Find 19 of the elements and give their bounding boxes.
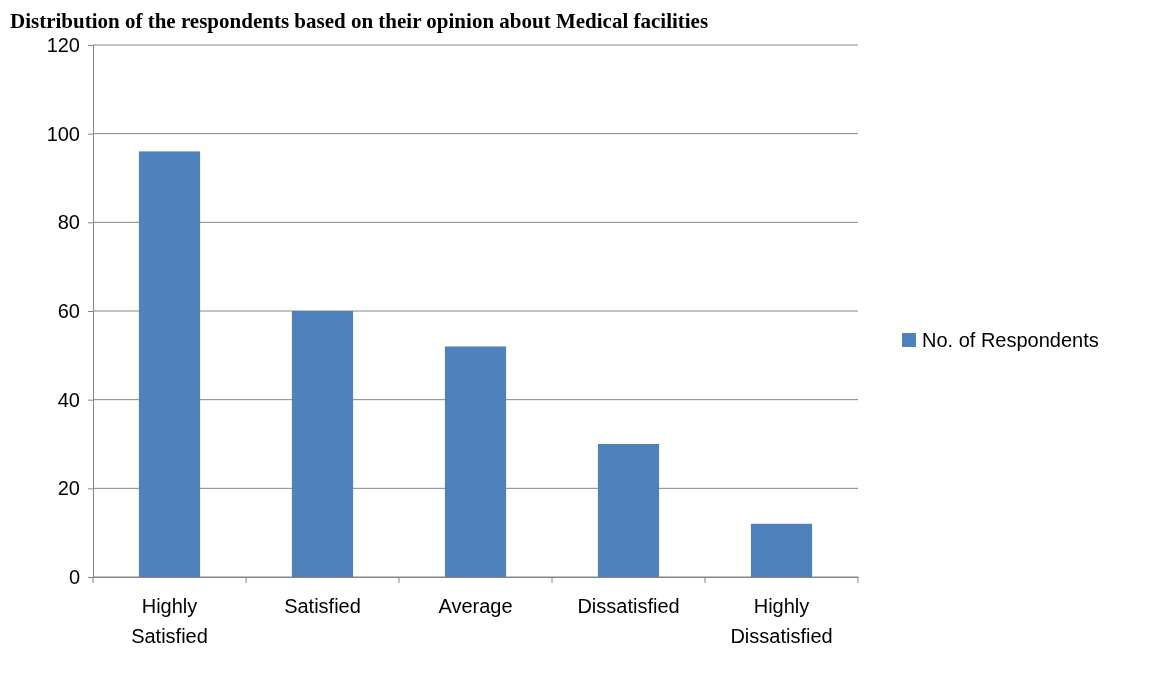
bar: [597, 444, 660, 577]
y-tick-label: 100: [46, 122, 80, 145]
x-tick-label: Satisfied: [284, 595, 361, 618]
y-tick-label: 60: [57, 299, 80, 322]
x-tick-label: Dissatisfied: [577, 595, 680, 618]
chart-title: Distribution of the respondents based on their opinion about Medical facilities: [10, 9, 709, 33]
y-tick-label: 120: [46, 33, 80, 56]
bar: [291, 311, 354, 577]
x-tick-label: Highly Dissatisfied: [730, 595, 833, 648]
bar: [138, 151, 201, 577]
x-tick-label: Highly Satisfied: [131, 595, 208, 648]
bar: [750, 523, 813, 577]
y-tick-label: 20: [57, 477, 80, 500]
bar: [444, 346, 507, 577]
y-tick-label: 80: [57, 211, 80, 234]
y-tick-label: 40: [57, 388, 80, 411]
x-tick-label: Average: [438, 595, 513, 618]
y-tick-label: 0: [68, 565, 80, 588]
legend-label: No. of Respondents: [922, 329, 1099, 351]
